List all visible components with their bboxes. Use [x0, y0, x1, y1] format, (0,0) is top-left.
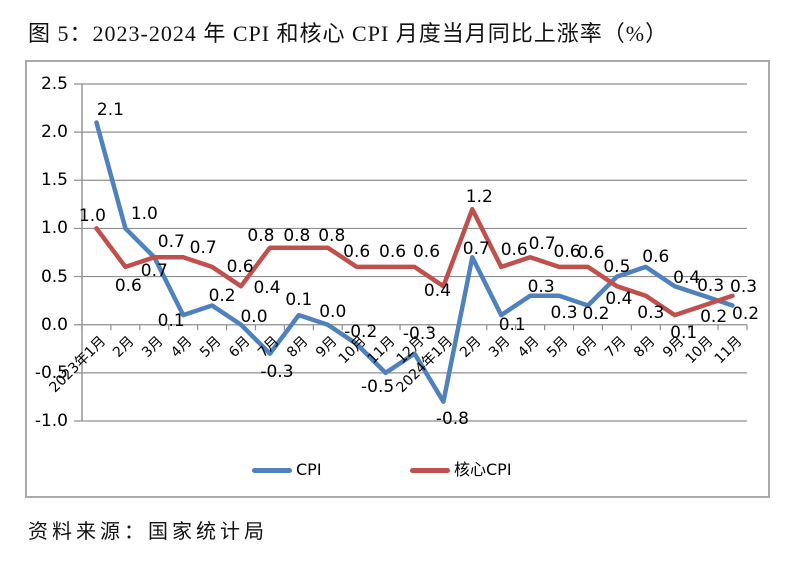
cpi-data-label: 0.3 [697, 275, 725, 296]
y-tick-label: 1.5 [40, 170, 68, 191]
cpi-data-label: -0.5 [360, 376, 395, 397]
cpi-data-label: 0.5 [603, 256, 631, 277]
cpi-data-label: 0.0 [240, 306, 268, 327]
core-cpi-data-label: 0.7 [140, 261, 168, 282]
core-cpi-data-label: 0.7 [528, 234, 556, 255]
cpi-data-label: 0.4 [673, 268, 701, 289]
y-tick-label: 2.5 [40, 74, 68, 94]
core-cpi-data-label: 0.4 [605, 289, 633, 310]
y-tick-label: -0.5 [34, 362, 68, 383]
cpi-line-swatch [252, 468, 292, 473]
core-cpi-data-label: 0.1 [670, 323, 698, 344]
cpi-data-label: 0.3 [527, 276, 555, 297]
cpi-data-label: 2.1 [96, 99, 124, 120]
source-note: 资料来源：国家统计局 [28, 521, 268, 543]
cpi-data-label: 0.1 [157, 311, 185, 332]
core-cpi-data-label: 0.6 [553, 241, 581, 262]
core-cpi-data-label: 0.2 [700, 307, 728, 328]
cpi-data-label: 0.1 [285, 290, 313, 311]
cpi-data-label: 0.7 [157, 232, 185, 253]
cpi-data-label: 0.2 [208, 286, 236, 307]
core-cpi-data-label: 0.4 [253, 278, 281, 299]
cpi-data-label: 0.6 [642, 246, 670, 267]
chart-legend: CPI 核心CPI [0, 455, 800, 485]
cpi-data-label: -0.2 [344, 321, 378, 342]
cpi-data-label: 0.1 [498, 315, 526, 336]
cpi-data-label: 0.2 [732, 304, 760, 325]
core-cpi-data-label: 0.6 [412, 241, 441, 262]
core-cpi-data-label: 0.3 [730, 276, 758, 297]
core-cpi-data-label: 0.6 [577, 242, 605, 263]
core-cpi-data-label: 0.8 [318, 225, 346, 246]
cpi-data-label: -0.8 [435, 408, 469, 429]
legend-label-cpi: CPI [296, 460, 322, 479]
cpi-data-label: 0.0 [319, 301, 347, 322]
y-tick-label: 0.0 [40, 314, 68, 335]
y-tick-label: 1.0 [40, 218, 68, 239]
core-cpi-data-label: 0.3 [637, 302, 665, 323]
core-cpi-line-swatch [410, 468, 450, 473]
chart-title: 图 5：2023-2024 年 CPI 和核心 CPI 月度当月同比上涨率（%） [28, 21, 669, 46]
core-cpi-data-label: 0.6 [343, 241, 371, 262]
legend-label-core-cpi: 核心CPI [454, 460, 512, 479]
core-cpi-data-label: 0.4 [423, 281, 451, 302]
core-cpi-data-label: 1.0 [78, 206, 106, 227]
cpi-data-label: -0.3 [402, 323, 437, 344]
core-cpi-data-label: 0.8 [283, 225, 311, 246]
cpi-data-label: 1.0 [130, 204, 158, 225]
core-cpi-data-label: 1.2 [465, 187, 493, 208]
core-cpi-data-label: 0.6 [114, 275, 142, 296]
y-tick-label: -1.0 [34, 411, 68, 431]
core-cpi-data-label: 0.6 [226, 256, 254, 277]
y-tick-label: 0.5 [40, 266, 68, 287]
cpi-data-label: 0.7 [462, 239, 490, 260]
core-cpi-data-label: 0.8 [247, 225, 275, 246]
cpi-data-label: 0.2 [582, 304, 610, 325]
core-cpi-data-label: 0.6 [379, 241, 407, 262]
core-cpi-data-label: 0.6 [500, 239, 528, 260]
y-tick-label: 2.0 [40, 122, 68, 143]
core-cpi-data-label: 0.7 [189, 238, 217, 259]
cpi-data-label: 0.3 [550, 302, 578, 323]
cpi-data-label: -0.3 [260, 361, 294, 382]
